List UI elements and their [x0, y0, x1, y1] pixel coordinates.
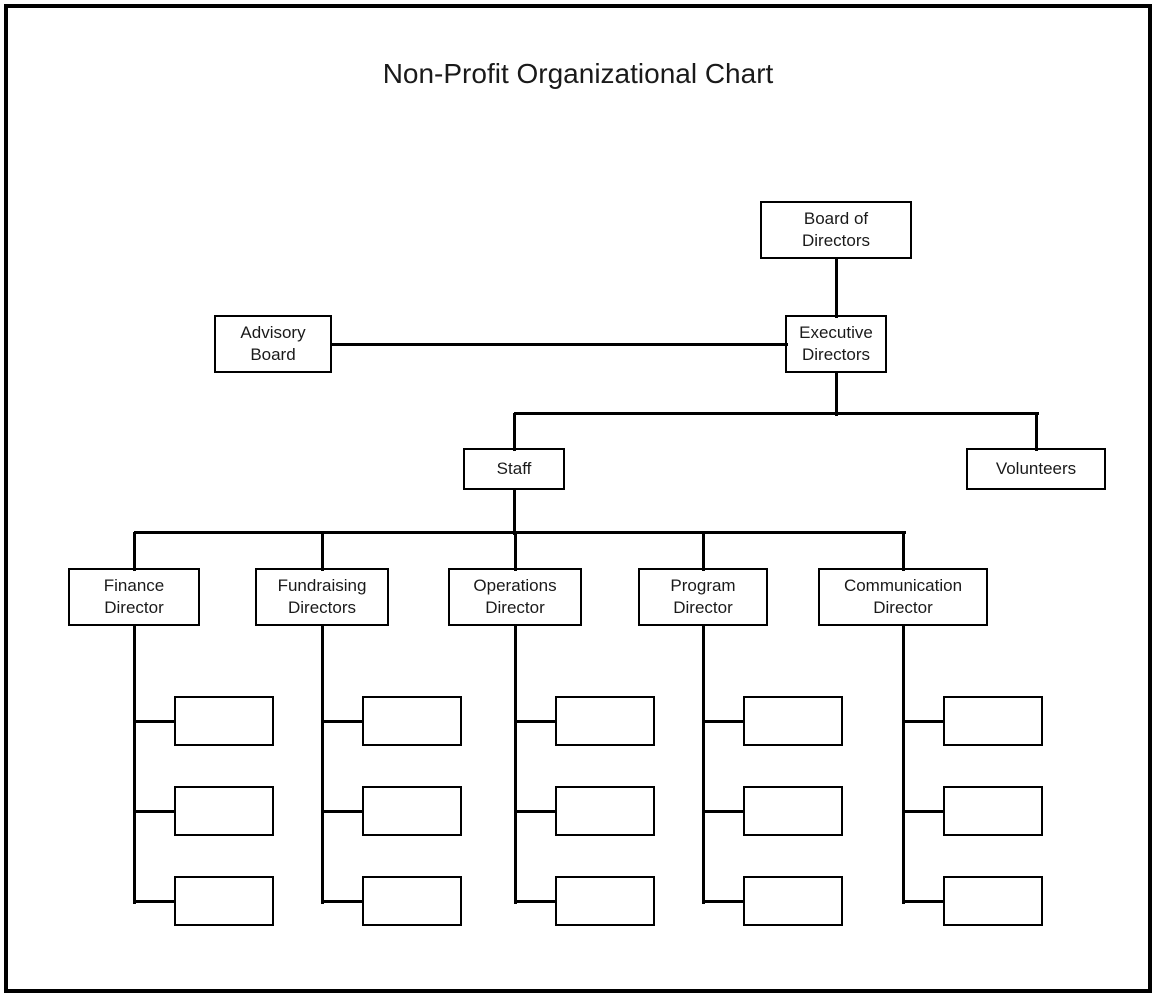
connector-line: [835, 259, 838, 318]
connector-line: [835, 373, 838, 416]
node-program-director: ProgramDirector: [638, 568, 768, 626]
connector-line: [902, 626, 905, 724]
connector-line: [702, 532, 705, 571]
connector-line: [702, 626, 705, 724]
connector-line: [514, 626, 517, 724]
connector-line: [514, 412, 1039, 415]
connector-line: [133, 626, 136, 724]
connector-line: [133, 532, 136, 571]
connector-line: [703, 810, 746, 813]
connector-line: [134, 810, 177, 813]
connector-line: [322, 810, 365, 813]
leaf-box: [362, 696, 462, 746]
leaf-box: [743, 876, 843, 926]
connector-line: [903, 720, 946, 723]
leaf-box: [555, 696, 655, 746]
leaf-box: [174, 696, 274, 746]
connector-line: [133, 811, 136, 904]
connector-line: [134, 720, 177, 723]
connector-line: [133, 721, 136, 814]
connector-line: [902, 721, 905, 814]
connector-line: [134, 900, 177, 903]
connector-line: [515, 810, 558, 813]
connector-line: [515, 720, 558, 723]
node-executive-directors: ExecutiveDirectors: [785, 315, 887, 373]
connector-line: [703, 720, 746, 723]
connector-line: [902, 532, 905, 571]
node-fundraising-directors: FundraisingDirectors: [255, 568, 389, 626]
connector-line: [322, 720, 365, 723]
node-staff: Staff: [463, 448, 565, 490]
leaf-box: [362, 876, 462, 926]
node-finance-director: FinanceDirector: [68, 568, 200, 626]
connector-line: [903, 810, 946, 813]
connector-line: [332, 343, 788, 346]
connector-line: [321, 811, 324, 904]
connector-line: [322, 900, 365, 903]
leaf-box: [174, 876, 274, 926]
connector-line: [703, 900, 746, 903]
leaf-box: [743, 786, 843, 836]
connector-line: [321, 721, 324, 814]
connector-line: [514, 721, 517, 814]
leaf-box: [943, 696, 1043, 746]
connector-line: [903, 900, 946, 903]
connector-line: [702, 721, 705, 814]
connector-line: [515, 900, 558, 903]
leaf-box: [555, 786, 655, 836]
leaf-box: [943, 786, 1043, 836]
node-operations-director: OperationsDirector: [448, 568, 582, 626]
leaf-box: [362, 786, 462, 836]
connector-line: [513, 490, 516, 535]
node-advisory-board: AdvisoryBoard: [214, 315, 332, 373]
connector-line: [1035, 413, 1038, 451]
connector-line: [321, 532, 324, 571]
connector-line: [134, 531, 906, 534]
connector-line: [902, 811, 905, 904]
node-board-of-directors: Board ofDirectors: [760, 201, 912, 259]
chart-title: Non-Profit Organizational Chart: [8, 58, 1148, 90]
connector-line: [321, 626, 324, 724]
node-volunteers: Volunteers: [966, 448, 1106, 490]
node-communication-director: CommunicationDirector: [818, 568, 988, 626]
connector-line: [513, 413, 516, 451]
connector-line: [514, 811, 517, 904]
leaf-box: [555, 876, 655, 926]
leaf-box: [743, 696, 843, 746]
connector-line: [702, 811, 705, 904]
leaf-box: [943, 876, 1043, 926]
connector-line: [514, 532, 517, 571]
leaf-box: [174, 786, 274, 836]
chart-frame: Non-Profit Organizational Chart Board of…: [4, 4, 1152, 993]
